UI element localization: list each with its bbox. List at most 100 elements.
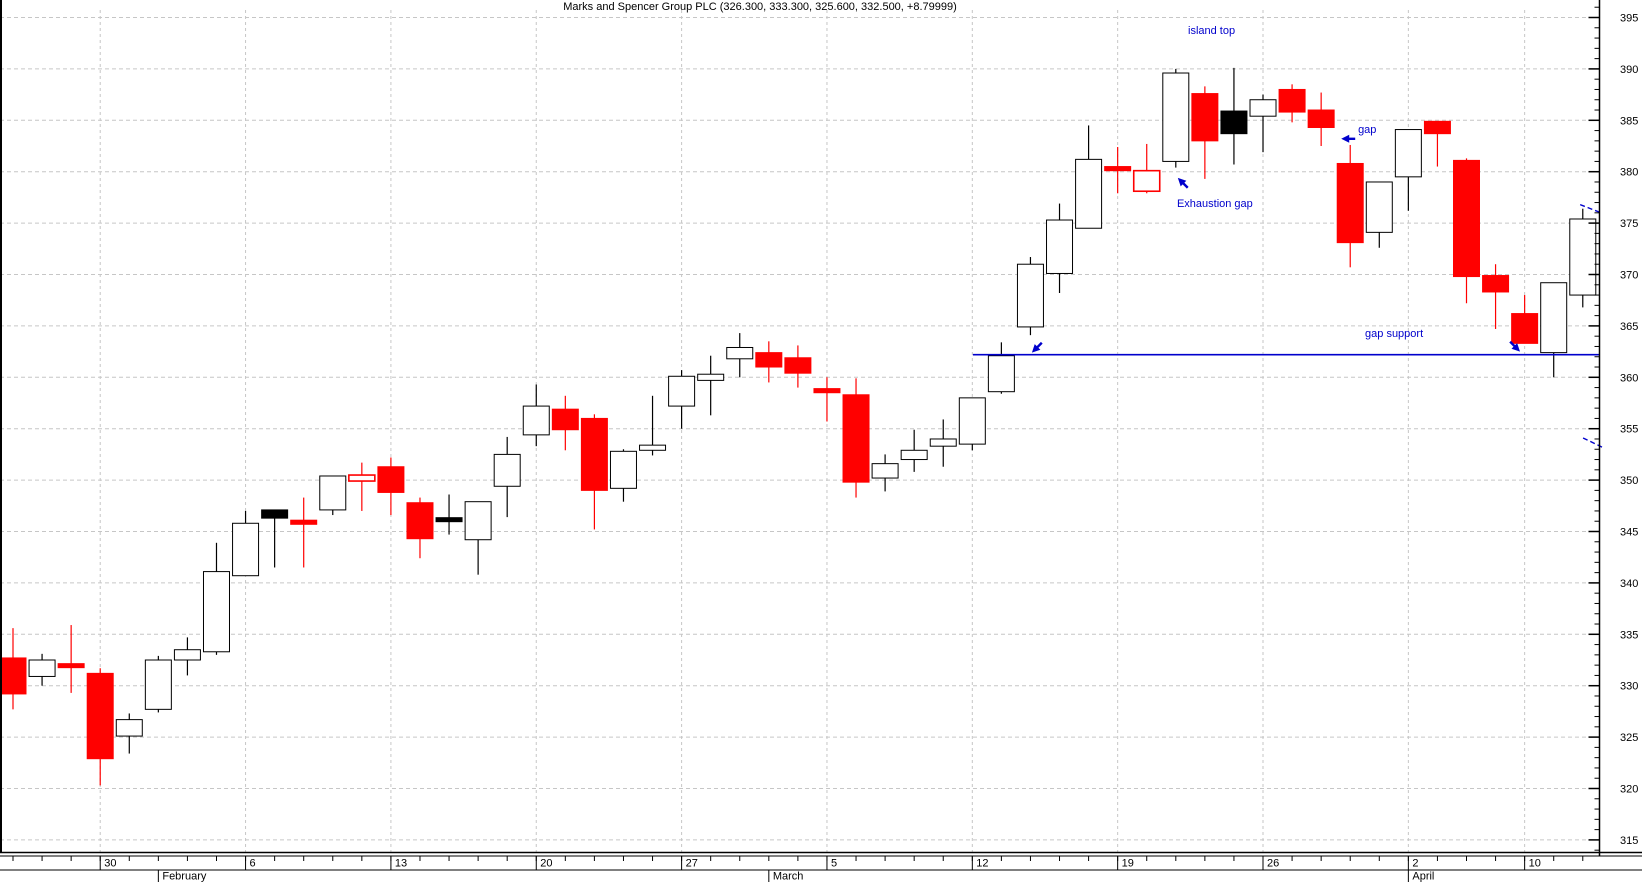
candle-body	[958, 397, 986, 445]
candle-body	[115, 719, 143, 737]
candle[interactable]	[464, 501, 492, 575]
candle[interactable]	[871, 454, 899, 492]
candle[interactable]	[290, 497, 318, 568]
trendline-stub[interactable]	[1579, 203, 1602, 214]
candle-body	[842, 394, 870, 483]
candle[interactable]	[1132, 143, 1161, 194]
candle[interactable]	[1307, 92, 1335, 146]
annotation-island-top[interactable]: island top	[1188, 24, 1236, 37]
candle[interactable]	[1511, 295, 1539, 344]
x-axis-day-label: 10	[1529, 858, 1541, 870]
candle[interactable]	[1569, 208, 1597, 308]
candle[interactable]	[551, 395, 579, 451]
candle[interactable]	[1336, 144, 1364, 268]
candle[interactable]	[1220, 67, 1248, 165]
candle[interactable]	[173, 637, 201, 676]
candle[interactable]	[726, 333, 754, 378]
candle[interactable]	[697, 355, 725, 416]
candle-body	[1046, 219, 1074, 274]
candle-body	[755, 352, 783, 368]
x-axis-month-label: February	[162, 871, 207, 882]
candle[interactable]	[900, 429, 928, 472]
candle[interactable]	[1365, 181, 1393, 248]
y-axis-label: 365	[1620, 321, 1638, 333]
candle[interactable]	[435, 494, 463, 535]
candle-body	[173, 649, 201, 661]
y-axis-label: 380	[1620, 167, 1638, 179]
candle[interactable]	[232, 510, 260, 577]
candle[interactable]	[784, 345, 812, 388]
candle[interactable]	[639, 395, 667, 456]
candle[interactable]	[1453, 158, 1480, 304]
candle[interactable]	[1191, 86, 1219, 179]
candle[interactable]	[958, 397, 986, 451]
annotation-arrow-down-left	[1031, 341, 1043, 353]
candle[interactable]	[1423, 120, 1451, 167]
candle[interactable]	[1278, 84, 1306, 123]
candle-body	[1540, 282, 1568, 354]
candle[interactable]	[1394, 129, 1422, 211]
candle-body	[232, 522, 260, 577]
candle[interactable]	[1482, 264, 1510, 329]
candle[interactable]	[842, 378, 870, 498]
candle[interactable]	[813, 377, 841, 422]
candle[interactable]	[0, 628, 27, 710]
candle[interactable]	[668, 370, 696, 429]
candle[interactable]	[115, 713, 143, 754]
x-axis-month-label: March	[773, 871, 804, 882]
y-axis-label: 375	[1620, 218, 1638, 230]
candle[interactable]	[319, 475, 347, 516]
candle-body	[1423, 120, 1451, 135]
candle-body	[1307, 109, 1335, 128]
candle-body	[319, 475, 347, 511]
candle[interactable]	[609, 449, 637, 502]
annotation-gap[interactable]: gap	[1358, 124, 1377, 137]
candle[interactable]	[493, 436, 521, 518]
candle[interactable]	[377, 457, 405, 516]
candle[interactable]	[86, 668, 114, 786]
candle-body	[261, 509, 289, 519]
candle[interactable]	[144, 655, 172, 713]
candle[interactable]	[57, 625, 85, 693]
candle-body	[1569, 218, 1597, 296]
x-axis-day-label: 27	[686, 858, 698, 870]
candle-body	[813, 388, 841, 394]
candle[interactable]	[261, 509, 289, 568]
candle[interactable]	[348, 462, 376, 511]
candle[interactable]	[28, 653, 56, 686]
candle[interactable]	[987, 342, 1015, 394]
candle[interactable]	[202, 542, 230, 655]
candle-body	[464, 501, 492, 541]
x-axis-day-label: 2	[1412, 858, 1418, 870]
x-axis-month-label: April	[1412, 871, 1434, 882]
candle[interactable]	[1249, 94, 1277, 153]
candle[interactable]	[1162, 68, 1190, 168]
candle-body	[1249, 99, 1277, 117]
x-axis-day-label: 30	[104, 858, 116, 870]
annotation-arrow-down-right	[1509, 340, 1520, 352]
candle[interactable]	[929, 419, 957, 467]
candle[interactable]	[755, 341, 783, 383]
candle[interactable]	[1075, 125, 1103, 229]
candle[interactable]	[1016, 257, 1044, 336]
y-axis-label: 350	[1620, 475, 1638, 487]
chart-title: Marks and Spencer Group PLC (326.300, 33…	[563, 1, 957, 13]
annotation-gap-support[interactable]: gap support	[1365, 327, 1424, 340]
x-axis-day-label: 13	[395, 858, 407, 870]
candle[interactable]	[1046, 203, 1074, 294]
annotation-arrow-left	[1341, 134, 1356, 143]
candle-body	[57, 663, 85, 669]
candle[interactable]	[580, 414, 608, 530]
annotation-exhaustion-gap[interactable]: Exhaustion gap	[1176, 198, 1253, 211]
x-axis-day-label: 20	[540, 858, 552, 870]
candle-body	[435, 517, 463, 523]
candle[interactable]	[522, 384, 550, 447]
candle-body	[493, 453, 521, 487]
candle-body	[1394, 129, 1422, 178]
candle[interactable]	[406, 497, 434, 559]
candle[interactable]	[1104, 147, 1132, 194]
candle[interactable]	[1540, 282, 1568, 378]
y-axis-label: 360	[1620, 372, 1638, 384]
